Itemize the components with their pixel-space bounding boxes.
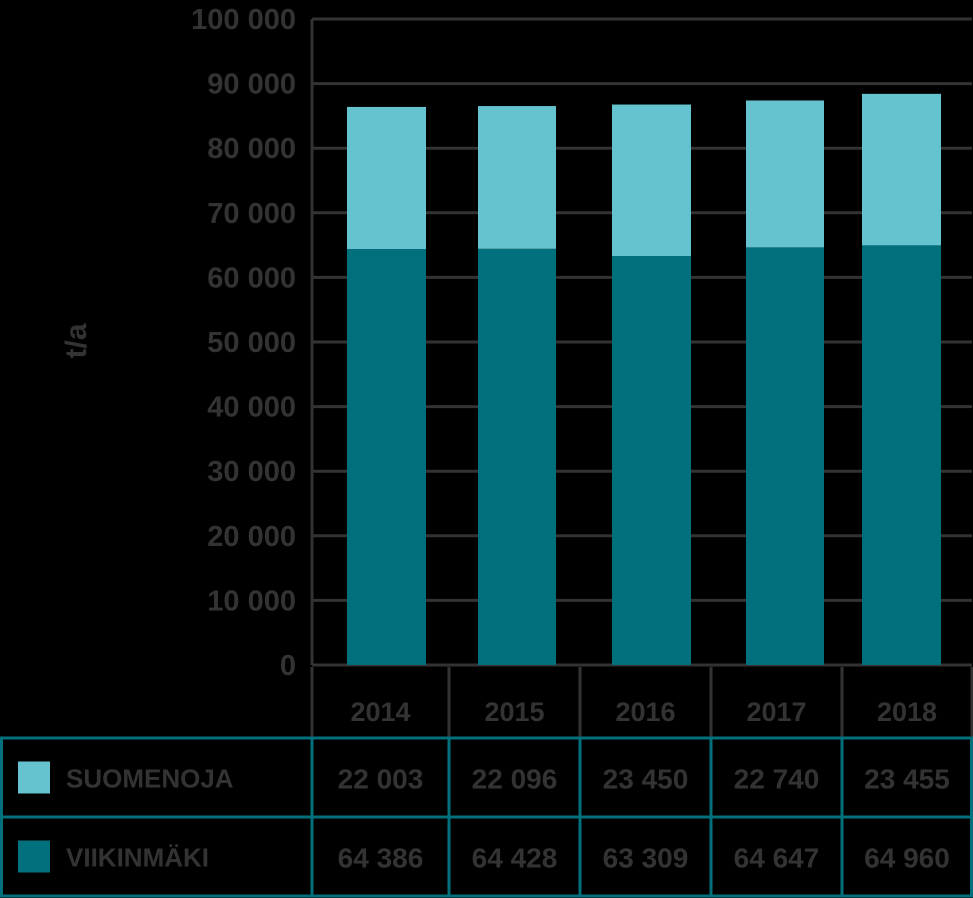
bars	[347, 93, 941, 666]
y-tick-label: 40 000	[207, 392, 296, 424]
bar-viikinm-ki-2016	[612, 256, 691, 665]
table-cell-value: 22 740	[734, 764, 820, 795]
table-cell-value: 22 003	[338, 764, 424, 795]
bar-suomenoja-2014	[347, 106, 426, 250]
bar-viikinm-ki-2015	[478, 248, 556, 666]
y-tick-label: 0	[280, 650, 296, 682]
y-tick-label: 30 000	[207, 456, 296, 488]
table-cell-value: 64 960	[864, 843, 950, 874]
table-cell-value: 64 386	[338, 843, 424, 874]
bar-suomenoja-2016	[612, 104, 691, 257]
y-tick-label: 20 000	[207, 521, 296, 553]
y-tick-label: 10 000	[207, 585, 296, 617]
legend-swatch	[18, 761, 50, 794]
x-tick-label: 2016	[615, 697, 675, 727]
y-tick-label: 100 000	[191, 4, 296, 36]
bar-suomenoja-2017	[746, 100, 824, 248]
y-tick-label: 50 000	[207, 327, 296, 359]
y-tick-label: 70 000	[207, 198, 296, 230]
table-cell-value: 22 096	[472, 764, 558, 795]
legend-swatch	[18, 840, 50, 873]
x-tick-label: 2014	[350, 697, 410, 727]
bar-viikinm-ki-2017	[746, 247, 824, 666]
y-axis-label: t/a	[60, 323, 93, 358]
legend-label: VIIKINMÄKI	[66, 843, 209, 873]
table-cell-value: 23 455	[864, 764, 950, 795]
bar-viikinm-ki-2018	[862, 245, 941, 665]
x-tick-label: 2017	[746, 697, 806, 727]
legend-label: SUOMENOJA	[66, 764, 234, 794]
bar-viikinm-ki-2014	[347, 249, 426, 665]
y-tick-label: 60 000	[207, 262, 296, 294]
bar-suomenoja-2018	[862, 93, 941, 246]
table-cell-value: 64 647	[734, 843, 820, 874]
bar-suomenoja-2015	[478, 106, 556, 249]
table-cell-value: 64 428	[472, 843, 558, 874]
table-cell-value: 23 450	[603, 764, 689, 795]
y-tick-label: 90 000	[207, 69, 296, 101]
y-axis-ticks: 0 10 000 20 000 30 000 40 000 50 000 60 000 70 …	[191, 4, 296, 682]
data-table: 2014 2015 2016 2017 2018 SUOMENOJA 22 003 22 09…	[0, 667, 973, 898]
x-tick-label: 2015	[484, 697, 544, 727]
table-cell-value: 63 309	[603, 843, 689, 874]
y-tick-label: 80 000	[207, 133, 296, 165]
x-tick-label: 2018	[877, 697, 937, 727]
